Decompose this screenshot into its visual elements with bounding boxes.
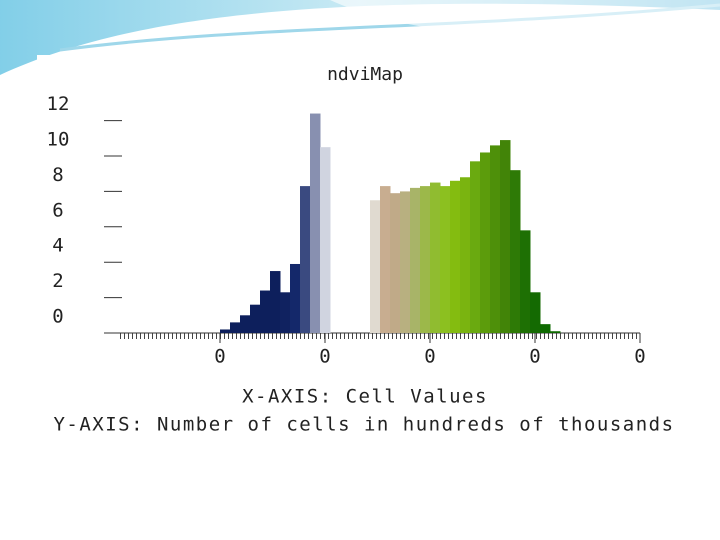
chart-title: ndviMap bbox=[327, 64, 403, 85]
x-tick-label: 0 bbox=[634, 346, 645, 368]
y-tick-label: 10 bbox=[47, 129, 70, 151]
bar bbox=[410, 187, 421, 333]
bar bbox=[260, 290, 271, 333]
bar bbox=[480, 152, 491, 333]
bar bbox=[500, 140, 511, 333]
y-tick-label: 12 bbox=[47, 93, 70, 115]
x-tick-label: 0 bbox=[319, 346, 330, 368]
bar bbox=[430, 182, 441, 333]
bar bbox=[450, 180, 461, 333]
bar bbox=[220, 329, 231, 333]
y-tick-label: 6 bbox=[52, 199, 63, 221]
bar bbox=[280, 292, 291, 333]
bar bbox=[320, 147, 331, 333]
bar bbox=[250, 304, 261, 333]
swoosh bbox=[0, 0, 720, 75]
x-tick-label: 0 bbox=[214, 346, 225, 368]
bar bbox=[310, 113, 321, 334]
bar bbox=[460, 177, 471, 333]
bar bbox=[230, 322, 241, 333]
bar bbox=[420, 186, 431, 333]
bar bbox=[520, 230, 531, 333]
y-tick-label: 4 bbox=[52, 235, 63, 257]
x-tick-label: 0 bbox=[424, 346, 435, 368]
y-tick-label: 8 bbox=[52, 164, 63, 186]
bar bbox=[440, 186, 451, 333]
bar bbox=[510, 170, 521, 333]
bar bbox=[300, 186, 311, 333]
bar bbox=[490, 145, 501, 333]
x-tick-label: 0 bbox=[529, 346, 540, 368]
minor-ticks bbox=[120, 333, 640, 339]
bar bbox=[540, 324, 551, 333]
bar bbox=[550, 331, 561, 333]
bar bbox=[380, 186, 391, 333]
plot: 0 2 4 6 8 10 12 0 0 0 0 0 bbox=[47, 93, 646, 367]
bar bbox=[400, 191, 411, 333]
bar bbox=[530, 292, 541, 333]
bar bbox=[290, 263, 301, 333]
y-tick-label: 0 bbox=[52, 306, 63, 328]
bar bbox=[390, 193, 401, 333]
bar bbox=[270, 271, 281, 333]
chart-panel bbox=[37, 55, 690, 440]
swoosh-highlight bbox=[330, 0, 720, 38]
bar bbox=[240, 315, 251, 333]
y-axis-label: Y-AXIS: Number of cells in hundreds of t… bbox=[53, 414, 674, 436]
y-tick-label: 2 bbox=[52, 270, 63, 292]
bar bbox=[470, 161, 481, 333]
bar bbox=[370, 200, 381, 333]
x-axis-label: X-AXIS: Cell Values bbox=[242, 386, 488, 408]
